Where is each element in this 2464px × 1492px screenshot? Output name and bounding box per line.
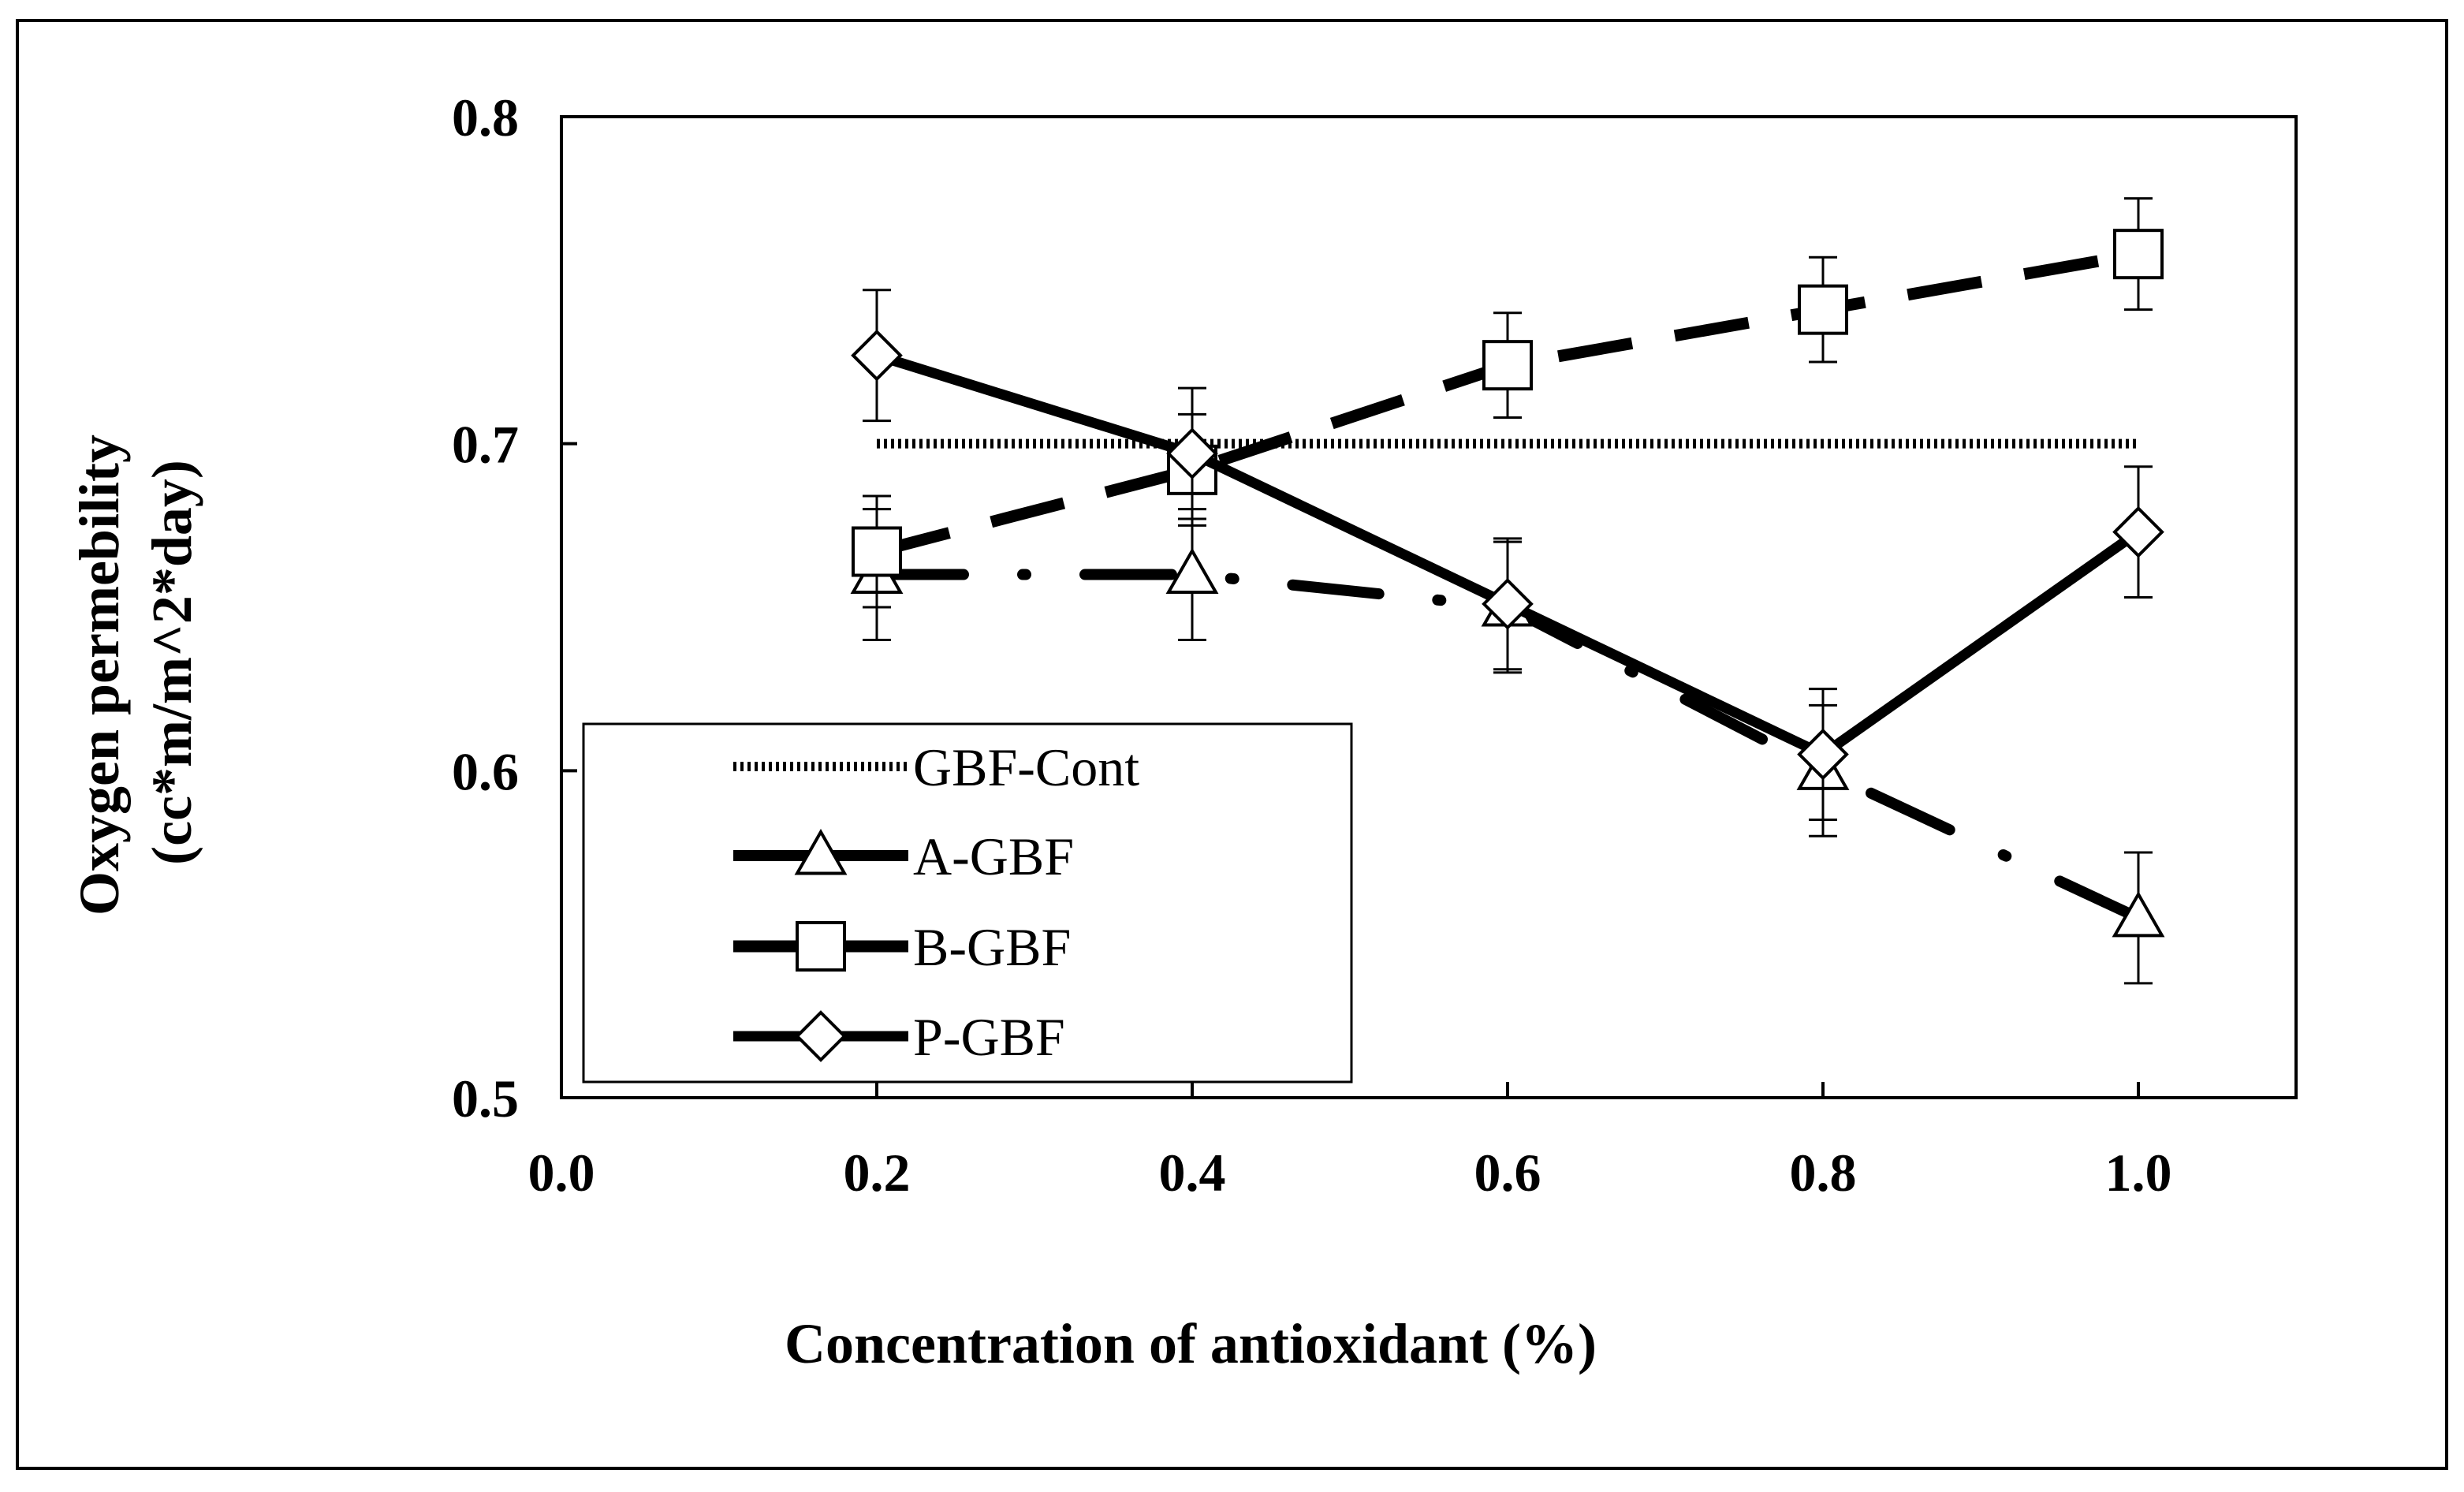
legend-box xyxy=(582,722,1353,1084)
legend-label: B-GBF xyxy=(913,917,1071,977)
x-tick-label: 0.2 xyxy=(844,1143,911,1203)
data-point-diamond xyxy=(1166,427,1218,479)
data-point-square xyxy=(2113,229,2164,280)
data-point-square xyxy=(1798,284,1848,335)
series-p-gbf xyxy=(851,289,2164,822)
y-tick-label: 0.6 xyxy=(452,741,519,801)
series-layer xyxy=(850,197,2165,985)
data-point-diamond xyxy=(2112,505,2164,558)
data-point-triangle xyxy=(2112,890,2165,938)
legend-marker-triangle xyxy=(794,828,848,875)
legend-item: P-GBF xyxy=(733,1007,1065,1067)
y-tick-label: 0.8 xyxy=(452,88,519,147)
legend-item: A-GBF xyxy=(733,826,1074,886)
data-point-triangle xyxy=(1165,547,1219,595)
data-point-diamond xyxy=(1797,728,1849,781)
x-tick-label: 0.4 xyxy=(1159,1143,1226,1203)
legend-label: GBF-Cont xyxy=(913,737,1139,797)
y-axis-title-line2: (cc*m/m^2*day) xyxy=(140,460,203,865)
y-tick-label: 0.5 xyxy=(452,1069,519,1128)
data-point-square xyxy=(852,526,902,577)
y-axis-title-line1: Oxygen permebility xyxy=(68,435,131,916)
data-point-diamond xyxy=(1482,578,1534,630)
y-tick-label: 0.7 xyxy=(452,415,519,475)
legend-label: A-GBF xyxy=(913,826,1074,886)
data-point-square xyxy=(1482,340,1533,391)
x-tick-label: 0.6 xyxy=(1474,1143,1541,1203)
data-point-diamond xyxy=(851,329,903,382)
x-tick-label: 1.0 xyxy=(2105,1143,2172,1203)
legend-item: GBF-Cont xyxy=(733,737,1139,797)
x-tick-label: 0.8 xyxy=(1790,1143,1857,1203)
plot-area xyxy=(560,115,2298,1099)
x-tick-label: 0.0 xyxy=(528,1143,595,1203)
x-axis-title: Concentration of antioxidant (%) xyxy=(785,1312,1597,1375)
legend: GBF-Cont A-GBF B-GBF P-GBF xyxy=(582,722,1353,1084)
legend-items: GBF-Cont A-GBF B-GBF P-GBF xyxy=(733,737,1139,1067)
legend-marker-square xyxy=(796,921,846,972)
legend-marker-diamond xyxy=(795,1010,847,1062)
y-axis-ticks: 0.5 0.6 0.7 0.8 xyxy=(452,88,577,1128)
x-axis-ticks: 0.0 0.2 0.4 0.6 0.8 1.0 xyxy=(528,1082,2172,1203)
legend-item: B-GBF xyxy=(733,917,1071,977)
legend-label: P-GBF xyxy=(913,1007,1065,1067)
